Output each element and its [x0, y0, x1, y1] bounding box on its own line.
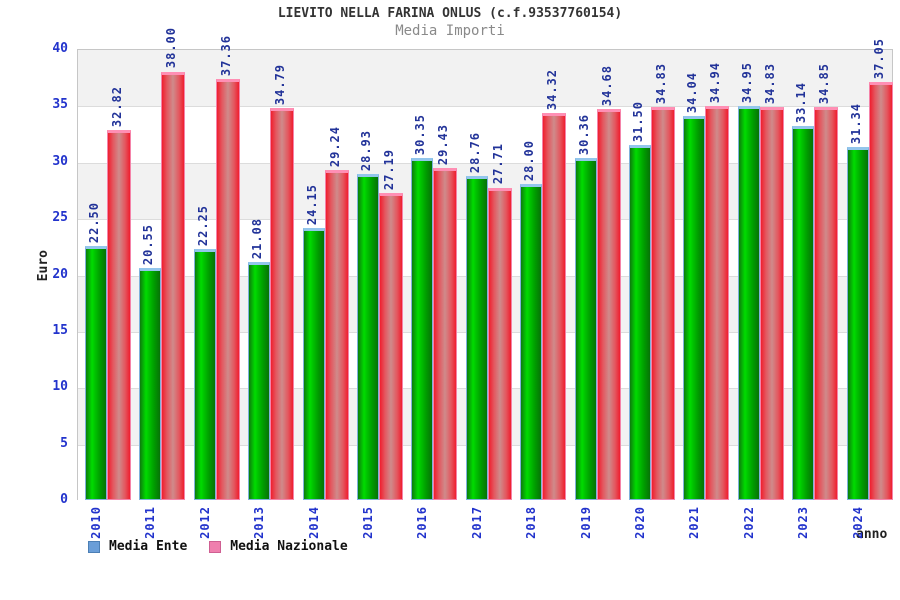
bar-media-ente-2022	[737, 105, 760, 500]
legend-item-media-ente: Media Ente	[88, 539, 187, 554]
bar-media-nazionale-2017	[487, 187, 512, 500]
value-label: 22.25	[195, 205, 210, 247]
bar-media-ente-2016	[411, 157, 434, 500]
bar-media-ente-2021	[683, 116, 706, 500]
value-label: 31.50	[631, 100, 645, 142]
bar-media-ente-2018	[520, 184, 543, 500]
legend: Media Ente Media Nazionale	[88, 539, 370, 554]
gridline	[78, 162, 892, 164]
bar-media-nazionale-2012	[215, 78, 240, 500]
bar-media-ente-2017	[465, 175, 488, 500]
value-label: 37.36	[218, 34, 233, 76]
bar-media-nazionale-2010	[107, 129, 131, 500]
value-label: 34.04	[685, 72, 700, 114]
x-tick-label: 2016	[415, 506, 430, 539]
bar-media-ente-2015	[357, 173, 379, 500]
value-label: 37.05	[871, 38, 886, 80]
bar-media-nazionale-2022	[759, 107, 784, 500]
bar-media-nazionale-2014	[324, 170, 349, 500]
y-tick-label: 30	[52, 153, 68, 169]
bar-media-ente-2019	[574, 157, 597, 500]
x-tick-label: 2014	[306, 506, 321, 539]
bar-media-nazionale-2018	[542, 113, 567, 500]
value-label: 22.50	[87, 202, 101, 244]
bar-media-ente-2010	[85, 246, 107, 500]
media-ente-swatch-icon	[88, 540, 100, 553]
bar-media-ente-2020	[629, 144, 651, 500]
chart-subtitle: Media Importi	[395, 23, 505, 39]
bar-media-ente-2014	[302, 227, 325, 500]
value-label: 33.14	[794, 82, 809, 124]
x-tick-label: 2012	[197, 506, 212, 539]
chart-title: LIEVITO NELLA FARINA ONLUS (c.f.93537760…	[277, 6, 623, 21]
bar-media-ente-2024	[846, 146, 869, 500]
value-label: 27.19	[382, 149, 396, 191]
value-label: 34.94	[708, 61, 723, 104]
value-label: 31.34	[848, 102, 863, 144]
value-label: 29.24	[327, 126, 342, 168]
x-tick-label: 2023	[796, 506, 811, 539]
y-tick-label: 0	[60, 492, 68, 507]
value-label: 30.35	[413, 113, 428, 155]
x-tick-label: 2024	[850, 506, 865, 539]
value-label: 27.71	[490, 143, 505, 185]
bar-media-nazionale-2021	[705, 106, 730, 500]
value-label: 30.36	[576, 113, 591, 155]
media-nazionale-swatch-icon	[209, 540, 222, 553]
value-label: 28.76	[467, 131, 482, 173]
y-tick-label: 40	[52, 41, 68, 56]
x-tick-label: 2013	[252, 506, 267, 539]
value-label: 24.15	[304, 183, 319, 225]
x-tick-label: 2018	[524, 506, 539, 539]
y-tick-label: 25	[52, 210, 68, 226]
bar-media-ente-2011	[139, 268, 162, 500]
x-tick-label: 2020	[633, 506, 647, 539]
x-tick-label: 2015	[361, 506, 375, 539]
bar-media-nazionale-2024	[868, 82, 893, 500]
plot-band	[78, 50, 892, 107]
legend-item-media-nazionale: Media Nazionale	[209, 539, 348, 554]
value-label: 34.32	[545, 68, 560, 111]
y-tick-label: 35	[52, 97, 68, 113]
bar-media-ente-2023	[792, 126, 815, 500]
bar-media-ente-2013	[248, 262, 271, 500]
x-tick-label: 2021	[687, 506, 702, 539]
y-tick-label: 10	[52, 379, 68, 395]
bar-media-nazionale-2023	[814, 107, 839, 500]
x-tick-label: 2022	[741, 506, 756, 539]
value-label: 34.83	[654, 63, 668, 105]
bar-media-nazionale-2011	[161, 71, 186, 500]
y-tick-label: 20	[52, 266, 68, 282]
bar-media-nazionale-2019	[596, 108, 621, 500]
value-label: 32.82	[110, 85, 124, 127]
y-tick-label: 5	[60, 435, 68, 451]
value-label: 28.93	[359, 129, 373, 171]
x-tick-label: 2017	[469, 506, 484, 539]
bar-media-nazionale-2013	[270, 107, 295, 500]
bar-media-nazionale-2020	[651, 107, 675, 500]
legend-label-media-nazionale: Media Nazionale	[230, 539, 348, 554]
value-label: 34.79	[273, 63, 288, 105]
value-label: 34.68	[599, 64, 614, 106]
x-tick-label: 2019	[578, 506, 593, 539]
value-label: 29.43	[436, 124, 451, 166]
legend-label-media-ente: Media Ente	[109, 539, 188, 554]
value-label: 21.08	[250, 218, 265, 260]
bar-media-nazionale-2015	[379, 193, 403, 500]
bar-media-ente-2012	[193, 249, 216, 500]
x-tick-label: 2011	[143, 506, 158, 539]
x-tick-label: 2010	[89, 506, 103, 539]
value-label: 34.85	[817, 62, 832, 105]
value-label: 38.00	[164, 27, 179, 69]
value-label: 20.55	[141, 224, 156, 266]
x-axis-title: anno	[856, 527, 888, 542]
bar-media-nazionale-2016	[433, 168, 458, 500]
gridline	[78, 106, 892, 108]
value-label: 34.95	[739, 61, 754, 103]
value-label: 28.00	[522, 140, 537, 182]
y-tick-label: 15	[52, 322, 68, 338]
value-label: 34.83	[762, 63, 777, 105]
